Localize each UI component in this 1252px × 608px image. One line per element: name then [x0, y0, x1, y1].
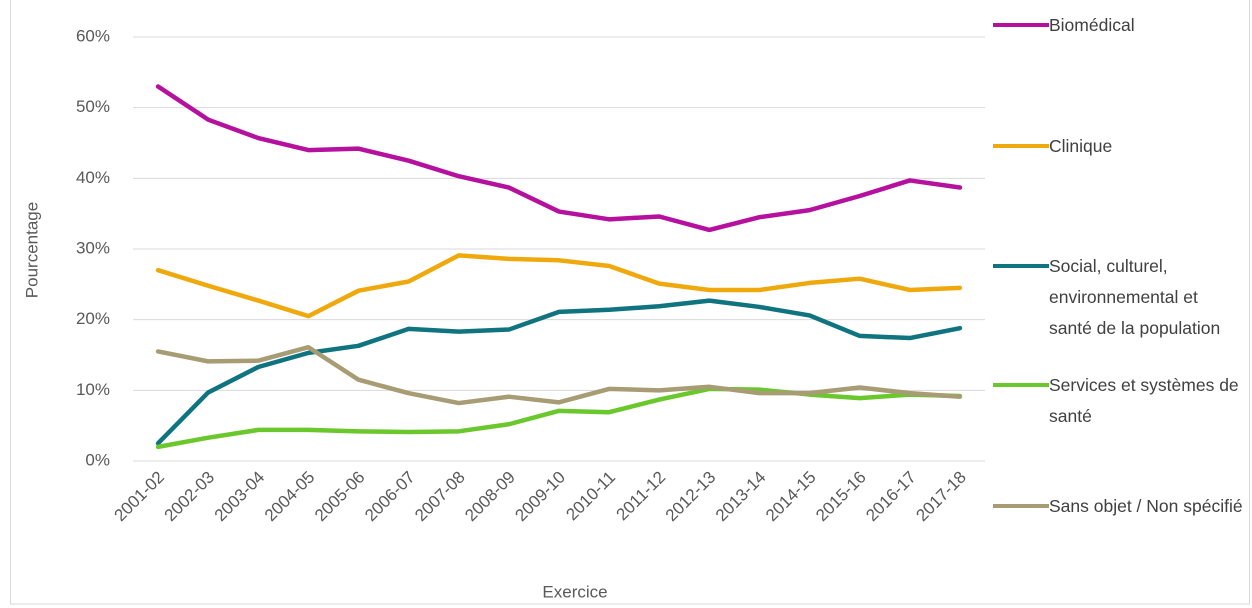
- y-tick-label: 20%: [76, 309, 110, 328]
- y-tick-label: 50%: [76, 97, 110, 116]
- x-tick-label: 2016-17: [862, 468, 920, 526]
- x-tick-label: 2013-14: [712, 468, 770, 526]
- legend-label: Services et systèmes de santé: [1049, 375, 1239, 426]
- legend-item: Biomédical: [993, 10, 1248, 41]
- x-tick-label: 2003-04: [211, 468, 269, 526]
- series-line: [155, 344, 963, 406]
- legend-item: Services et systèmes de santé: [993, 370, 1248, 432]
- y-tick-label: 30%: [76, 238, 110, 257]
- y-tick-label: 10%: [76, 380, 110, 399]
- x-tick-label: 2008-09: [461, 468, 519, 526]
- legend-label: Sans objet / Non spécifié: [1049, 496, 1243, 516]
- legend-swatch: [993, 383, 1049, 387]
- x-axis-title: Exercice: [542, 582, 607, 601]
- x-tick-label: 2014-15: [762, 468, 820, 526]
- legend-label: Clinique: [1049, 136, 1113, 156]
- chart-border: [10, 0, 1250, 605]
- y-tick-label: 0%: [85, 450, 110, 469]
- x-tick-label: 2015-16: [812, 468, 870, 526]
- series-line: [155, 386, 963, 450]
- x-tick-label: 2012-13: [662, 468, 720, 526]
- x-tick-label: 2010-11: [562, 468, 619, 525]
- x-tick-label: 2005-06: [311, 468, 369, 526]
- legend-swatch: [993, 504, 1049, 508]
- legend-swatch: [993, 264, 1049, 268]
- x-tick-label: 2007-08: [411, 468, 469, 526]
- y-tick-label: 40%: [76, 168, 110, 187]
- x-tick-label: 2001-02: [111, 468, 169, 526]
- legend-item: Sans objet / Non spécifié: [993, 491, 1248, 522]
- x-tick-label: 2002-03: [161, 468, 219, 526]
- x-tick-label: 2006-07: [361, 468, 419, 526]
- legend-item: Social, culturel, environnemental et san…: [993, 251, 1248, 344]
- legend-label: Biomédical: [1049, 15, 1135, 35]
- legend-label: Social, culturel, environnemental et san…: [1049, 256, 1221, 338]
- series-line: [155, 84, 963, 233]
- y-tick-label: 60%: [76, 26, 110, 45]
- legend-swatch: [993, 144, 1049, 148]
- series-line: [155, 298, 963, 446]
- legend-swatch: [993, 23, 1049, 27]
- y-axis-title: Pourcentage: [22, 202, 41, 298]
- x-tick-label: 2009-10: [511, 468, 569, 526]
- legend-item: Clinique: [993, 131, 1248, 162]
- x-tick-label: 2017-18: [912, 468, 970, 526]
- x-tick-label: 2011-12: [613, 468, 670, 525]
- x-tick-label: 2004-05: [261, 468, 319, 526]
- series-line: [155, 253, 963, 319]
